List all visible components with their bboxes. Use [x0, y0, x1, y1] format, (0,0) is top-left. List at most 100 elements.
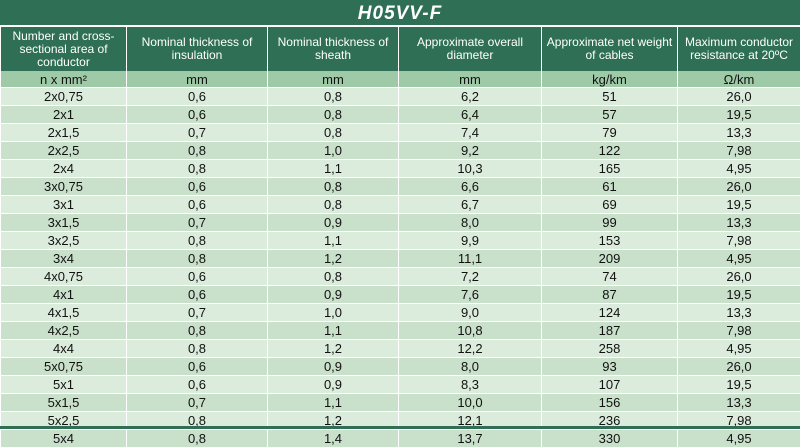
cell-diameter: 10,0 [399, 394, 542, 412]
header-conductor-resistance: Maximum conductor resistance at 20ºC [678, 27, 800, 71]
cell-insulation: 0,8 [127, 430, 268, 448]
cell-insulation: 0,7 [127, 394, 268, 412]
cell-weight: 99 [542, 214, 678, 232]
cell-diameter: 6,4 [399, 106, 542, 124]
cell-diameter: 10,8 [399, 322, 542, 340]
unit-conductor: n x mm² [1, 71, 127, 88]
cell-conductor: 2x2,5 [1, 142, 127, 160]
unit-weight: kg/km [542, 71, 678, 88]
cell-resistance: 26,0 [678, 88, 800, 106]
cell-conductor: 5x1,5 [1, 394, 127, 412]
cell-resistance: 26,0 [678, 268, 800, 286]
cell-resistance: 26,0 [678, 358, 800, 376]
cell-sheath: 0,8 [268, 178, 399, 196]
cell-conductor: 3x1 [1, 196, 127, 214]
cell-weight: 153 [542, 232, 678, 250]
cell-conductor: 5x1 [1, 376, 127, 394]
cell-sheath: 0,8 [268, 196, 399, 214]
cell-sheath: 1,0 [268, 142, 399, 160]
cell-weight: 330 [542, 430, 678, 448]
cell-weight: 93 [542, 358, 678, 376]
cell-sheath: 1,1 [268, 322, 399, 340]
cell-insulation: 0,7 [127, 214, 268, 232]
cell-resistance: 7,98 [678, 232, 800, 250]
cell-conductor: 3x2,5 [1, 232, 127, 250]
cell-insulation: 0,6 [127, 358, 268, 376]
cell-insulation: 0,8 [127, 142, 268, 160]
cell-diameter: 7,6 [399, 286, 542, 304]
cell-resistance: 19,5 [678, 376, 800, 394]
cell-sheath: 1,1 [268, 394, 399, 412]
cell-conductor: 2x1,5 [1, 124, 127, 142]
unit-insulation: mm [127, 71, 268, 88]
cell-resistance: 13,3 [678, 124, 800, 142]
cell-weight: 107 [542, 376, 678, 394]
cell-weight: 209 [542, 250, 678, 268]
header-net-weight: Approximate net weight of cables [542, 27, 678, 71]
cell-sheath: 0,8 [268, 268, 399, 286]
cell-sheath: 1,0 [268, 304, 399, 322]
cell-weight: 187 [542, 322, 678, 340]
cell-insulation: 0,6 [127, 286, 268, 304]
cell-diameter: 9,0 [399, 304, 542, 322]
cell-conductor: 2x4 [1, 160, 127, 178]
table-title: H05VV-F [0, 0, 800, 27]
cell-diameter: 7,4 [399, 124, 542, 142]
unit-sheath: mm [268, 71, 399, 88]
header-row: Number and cross-sectional area of condu… [1, 27, 800, 71]
cell-diameter: 13,7 [399, 430, 542, 448]
cell-sheath: 0,8 [268, 88, 399, 106]
cell-resistance: 7,98 [678, 322, 800, 340]
cell-insulation: 0,6 [127, 106, 268, 124]
cell-diameter: 12,2 [399, 340, 542, 358]
cell-weight: 122 [542, 142, 678, 160]
cell-diameter: 6,2 [399, 88, 542, 106]
cell-resistance: 13,3 [678, 214, 800, 232]
cell-conductor: 4x2,5 [1, 322, 127, 340]
cell-sheath: 0,9 [268, 286, 399, 304]
cell-resistance: 19,5 [678, 106, 800, 124]
header-conductor: Number and cross-sectional area of condu… [1, 27, 127, 71]
cell-weight: 87 [542, 286, 678, 304]
header-insulation-thickness: Nominal thickness of insulation [127, 27, 268, 71]
cell-weight: 51 [542, 88, 678, 106]
unit-resistance: Ω/km [678, 71, 800, 88]
cell-weight: 57 [542, 106, 678, 124]
cell-diameter: 9,2 [399, 142, 542, 160]
cell-insulation: 0,8 [127, 322, 268, 340]
cell-diameter: 8,0 [399, 214, 542, 232]
cell-weight: 74 [542, 268, 678, 286]
cell-sheath: 0,8 [268, 124, 399, 142]
cell-conductor: 5x4 [1, 430, 127, 448]
cell-resistance: 4,95 [678, 340, 800, 358]
cell-insulation: 0,6 [127, 88, 268, 106]
cell-resistance: 4,95 [678, 250, 800, 268]
cell-sheath: 1,1 [268, 160, 399, 178]
cell-resistance: 19,5 [678, 286, 800, 304]
cell-diameter: 9,9 [399, 232, 542, 250]
cell-diameter: 7,2 [399, 268, 542, 286]
cell-resistance: 7,98 [678, 142, 800, 160]
cell-weight: 61 [542, 178, 678, 196]
cell-diameter: 8,3 [399, 376, 542, 394]
cell-insulation: 0,7 [127, 304, 268, 322]
cell-diameter: 8,0 [399, 358, 542, 376]
cell-conductor: 3x1,5 [1, 214, 127, 232]
cell-conductor: 4x1,5 [1, 304, 127, 322]
cell-conductor: 4x4 [1, 340, 127, 358]
cable-spec-sheet: H05VV-F Number and cross-sectional area … [0, 0, 800, 429]
header-sheath-thickness: Nominal thickness of sheath [268, 27, 399, 71]
cell-diameter: 6,6 [399, 178, 542, 196]
cell-diameter: 6,7 [399, 196, 542, 214]
cell-weight: 69 [542, 196, 678, 214]
